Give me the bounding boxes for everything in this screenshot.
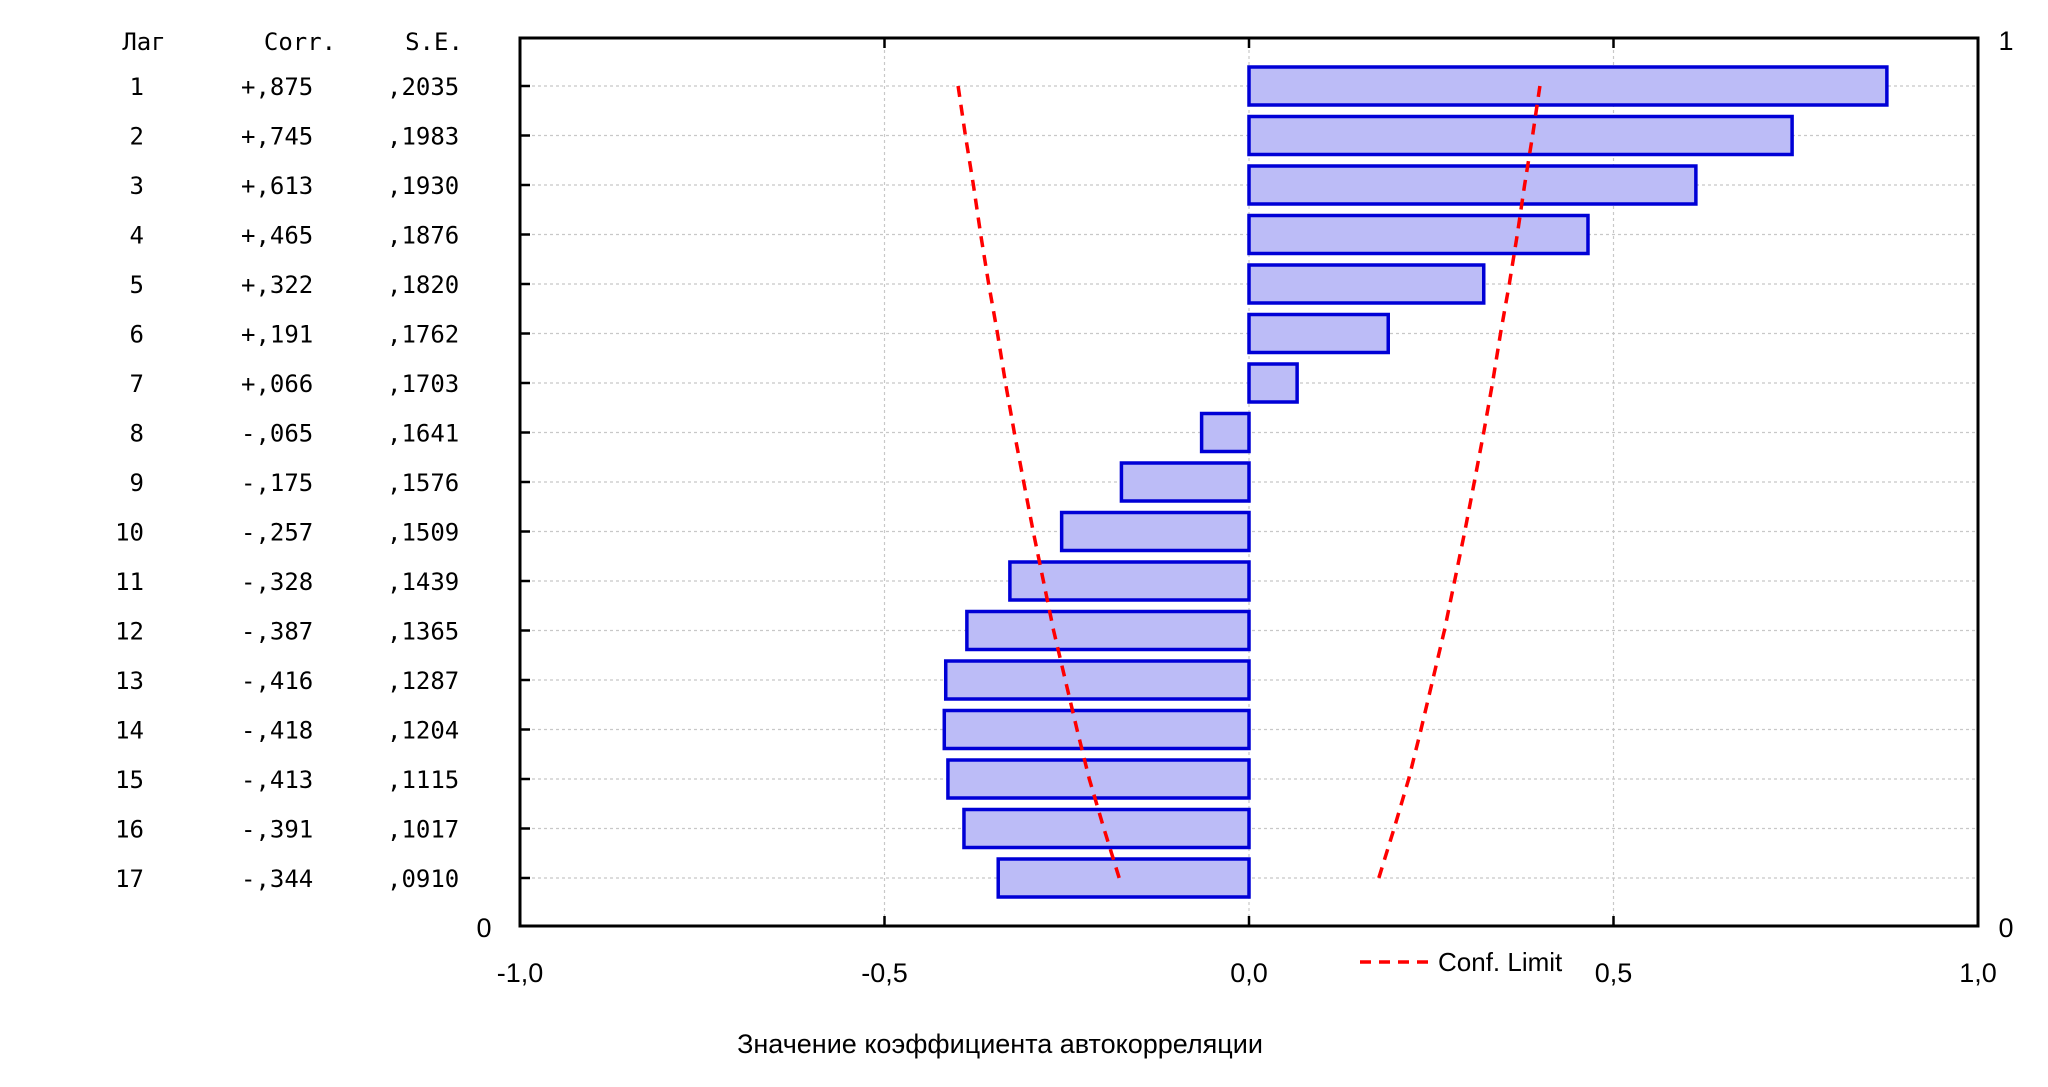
table-cell-corr: -,413 (241, 766, 313, 794)
table-cell-corr: +,745 (241, 123, 313, 151)
right-axis-bottom-label: 0 (1998, 913, 2013, 943)
table-cell-se: ,1017 (387, 816, 459, 844)
table-cell-corr: -,344 (241, 865, 313, 893)
table-cell-corr: +,191 (241, 321, 313, 349)
x-tick-label: 0,5 (1595, 958, 1633, 988)
table-cell-se: ,2035 (387, 73, 459, 101)
left-axis-bottom-label: 0 (476, 913, 491, 943)
table-cell-se: ,1509 (387, 519, 459, 547)
bar-lag-17 (996, 857, 1251, 899)
table-cell-lag: 15 (115, 766, 144, 794)
table-cell-corr: -,391 (241, 816, 313, 844)
bar-lag-8 (1199, 411, 1251, 454)
table-cell-lag: 5 (130, 271, 144, 299)
table-cell-corr: -,328 (241, 568, 313, 596)
table-cell-lag: 17 (115, 865, 144, 893)
x-tick-label: 1,0 (1959, 958, 1997, 988)
table-cell-se: ,1762 (387, 321, 459, 349)
table-cell-corr: +,613 (241, 172, 313, 200)
table-cell-se: ,1930 (387, 172, 459, 200)
header-se: S.E. (405, 28, 463, 56)
bar-lag-15 (946, 758, 1251, 800)
table-cell-lag: 9 (130, 469, 144, 497)
bar-lag-14 (942, 708, 1251, 751)
header-lag: Лаг (122, 28, 165, 56)
bar-lag-11 (1008, 560, 1251, 602)
table-cell-se: ,1287 (387, 667, 459, 695)
table-cell-se: ,1576 (387, 469, 459, 497)
table-cell-lag: 6 (130, 321, 144, 349)
bar-lag-2 (1247, 114, 1794, 157)
table-cell-lag: 4 (130, 222, 144, 250)
table-cell-se: ,1820 (387, 271, 459, 299)
header-corr: Corr. (264, 28, 336, 56)
x-axis-label: Значение коэффициента автокорреляции (737, 1029, 1263, 1059)
bar-lag-13 (943, 659, 1251, 701)
bar-lag-12 (965, 609, 1251, 652)
table-cell-corr: +,066 (241, 370, 313, 398)
bar-lag-9 (1119, 461, 1251, 503)
table-cell-corr: -,257 (241, 519, 313, 547)
table-cell-lag: 3 (130, 172, 144, 200)
table-cell-corr: -,418 (241, 717, 313, 745)
x-tick-label: -1,0 (497, 958, 544, 988)
table-cell-lag: 13 (115, 667, 144, 695)
conf-limit-lower (956, 85, 1121, 879)
bar-lag-1 (1247, 65, 1889, 107)
table-cell-corr: +,875 (241, 73, 313, 101)
table-cell-lag: 11 (115, 568, 144, 596)
bar-lag-4 (1247, 213, 1590, 256)
bars (942, 65, 1889, 899)
table-cell-se: ,1641 (387, 420, 459, 448)
table-cell-corr: -,175 (241, 469, 313, 497)
lag-table: Лаг Corr. S.E. 1 +,875 ,2035 2 +,745 ,1983 3 +,613… (115, 28, 463, 893)
bar-lag-10 (1059, 510, 1251, 553)
table-cell-lag: 1 (130, 73, 144, 101)
conf-limit-upper (1377, 85, 1542, 879)
table-cell-se: ,1115 (387, 766, 459, 794)
table-cell-lag: 8 (130, 420, 144, 448)
table-cell-corr: -,387 (241, 618, 313, 646)
x-tick-label: -0,5 (861, 958, 908, 988)
table-cell-lag: 10 (115, 519, 144, 547)
legend: Conf. Limit (1360, 947, 1563, 977)
legend-conf-limit-label: Conf. Limit (1438, 947, 1563, 977)
table-cell-lag: 14 (115, 717, 144, 745)
table-cell-lag: 12 (115, 618, 144, 646)
x-tick-label: 0,0 (1230, 958, 1268, 988)
axis-ticks: -1,0 -0,5 0,0 0,5 1,0 (497, 38, 1997, 988)
right-axis-top-label: 1 (1998, 26, 2013, 56)
table-cell-lag: 7 (130, 370, 144, 398)
table-cell-corr: -,065 (241, 420, 313, 448)
table-cell-corr: -,416 (241, 667, 313, 695)
table-cell-se: ,1876 (387, 222, 459, 250)
table-cell-se: ,1439 (387, 568, 459, 596)
table-cell-se: ,1204 (387, 717, 459, 745)
table-cell-lag: 2 (130, 123, 144, 151)
conf-limit-lines (956, 85, 1542, 879)
table-cell-corr: +,465 (241, 222, 313, 250)
bar-lag-5 (1247, 263, 1486, 305)
table-cell-se: ,1703 (387, 370, 459, 398)
bar-lag-6 (1247, 312, 1390, 355)
table-cell-se: ,0910 (387, 865, 459, 893)
bar-lag-3 (1247, 164, 1698, 206)
table-cell-se: ,1365 (387, 618, 459, 646)
table-cell-se: ,1983 (387, 123, 459, 151)
bar-lag-7 (1247, 362, 1299, 404)
table-cell-lag: 16 (115, 816, 144, 844)
table-cell-corr: +,322 (241, 271, 313, 299)
